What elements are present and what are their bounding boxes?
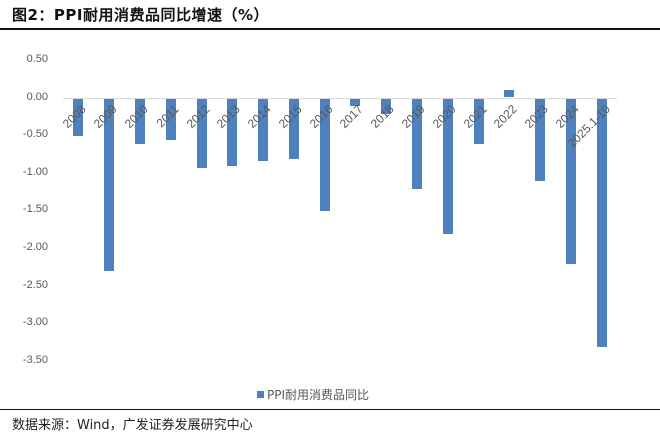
y-axis-tick-label: -1.50 bbox=[22, 203, 48, 216]
x-axis-tick-label: 2014 bbox=[244, 101, 274, 131]
chart-title: 图2：PPI耐用消费品同比增速（%） bbox=[12, 6, 270, 24]
y-axis-tick-label: 0.50 bbox=[26, 52, 48, 65]
y-axis-tick-label: 0.00 bbox=[26, 90, 48, 103]
x-axis-tick-label: 2013 bbox=[214, 101, 243, 131]
source-divider bbox=[0, 409, 660, 410]
y-axis-tick-label: -0.50 bbox=[22, 128, 48, 141]
bar-2014 bbox=[258, 98, 269, 161]
bar-2023 bbox=[535, 98, 546, 182]
bar-2013 bbox=[227, 98, 238, 167]
bar-2021 bbox=[473, 98, 484, 144]
x-axis-tick-label: 2021 bbox=[460, 101, 490, 131]
title-divider bbox=[0, 28, 660, 30]
x-axis-tick-label: 2023 bbox=[521, 101, 551, 131]
y-axis-tick-label: -2.00 bbox=[22, 240, 48, 253]
x-axis-tick-label: 2019 bbox=[398, 101, 428, 131]
y-axis-tick-label: -1.00 bbox=[22, 165, 48, 178]
bar-2016 bbox=[319, 98, 330, 212]
x-axis-tick-label: 2009 bbox=[91, 101, 120, 131]
bar-2020 bbox=[442, 98, 453, 234]
legend-label: PPI耐用消费品同比 bbox=[267, 388, 370, 402]
x-axis-tick-label: 2015 bbox=[275, 101, 305, 131]
zero-axis-line bbox=[63, 97, 617, 99]
legend-swatch-icon bbox=[257, 391, 264, 398]
bar-2017 bbox=[350, 98, 361, 107]
bar-2015 bbox=[288, 98, 299, 159]
x-axis-tick-label: 2016 bbox=[306, 101, 336, 131]
y-axis-tick-label: -2.50 bbox=[22, 278, 48, 291]
chart-legend: PPI耐用消费品同比 bbox=[257, 386, 369, 403]
bar-2012 bbox=[196, 98, 207, 168]
x-axis-tick-label: 2018 bbox=[368, 101, 397, 131]
x-axis-tick-label: 2022 bbox=[491, 101, 520, 131]
x-axis-tick-label: 2017 bbox=[337, 101, 367, 131]
bar-2019 bbox=[411, 98, 422, 189]
bar-2018 bbox=[381, 98, 392, 114]
bar-2025.1-10 bbox=[596, 98, 607, 347]
y-axis-tick-label: -3.50 bbox=[22, 353, 48, 366]
bar-2011 bbox=[165, 98, 176, 140]
bar-2010 bbox=[134, 98, 145, 144]
bar-2022 bbox=[504, 89, 515, 98]
data-source: 数据来源：Wind，广发证券发展研究中心 bbox=[12, 418, 253, 433]
x-axis-tick-label: 2011 bbox=[153, 101, 182, 130]
bar-2008 bbox=[73, 98, 84, 137]
y-axis-tick-label: -3.00 bbox=[22, 316, 48, 329]
x-axis-tick-label: 2020 bbox=[429, 101, 459, 131]
bar-2024 bbox=[565, 98, 576, 264]
bar-2009 bbox=[104, 98, 115, 272]
x-axis-tick-label: 2012 bbox=[183, 101, 213, 131]
x-axis-tick-label: 2010 bbox=[121, 101, 151, 131]
bar-chart: PPI耐用消费品同比 0.50 0.00 -0.50 -1.00 -1.50 -2.00 -… bbox=[0, 30, 660, 408]
